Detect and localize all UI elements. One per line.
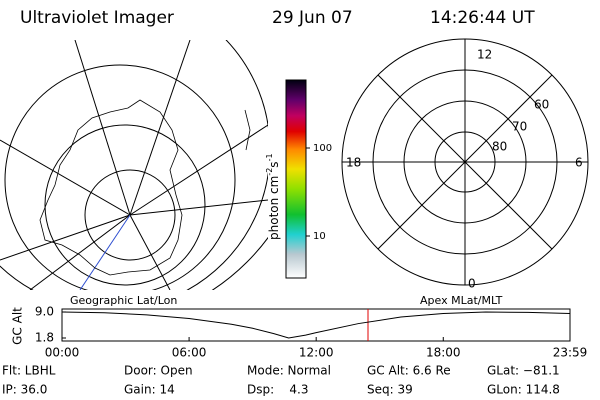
colorbar-tick-label: 10 [313,231,326,242]
y-axis-label: GC Alt [11,307,25,345]
time: 14:26:44 UT [430,8,535,28]
unit: -1 [265,153,274,161]
polar-grid [341,38,589,286]
y-tick-label: 9.0 [35,305,54,319]
mlt-label: 18 [346,156,361,170]
panel-title: Geographic Lat/Lon [70,294,177,307]
info-field: Flt: LBHL [2,364,56,378]
mlt-label: 0 [468,277,476,291]
altitude-line [61,311,571,339]
info-field: Seq: 39 [367,383,413,397]
mlat-label: 70 [512,120,527,134]
info-field: IP: 36.0 [2,383,47,397]
x-tick-label: 00:00 [45,346,80,360]
info-field: GLon: 114.8 [487,383,560,397]
colorbar-tick-label: 100 [313,143,332,154]
x-tick-label: 06:00 [172,346,207,360]
info-field: GLat: −81.1 [487,364,560,378]
x-tick-label: 23:59 [553,346,588,360]
mlt-label: 12 [477,48,492,62]
mlat-label: 60 [534,98,549,112]
info-field: Dsp: 4.3 [247,383,309,397]
date: 29 Jun 07 [272,8,353,28]
unit: -2 [265,168,274,176]
unit: s [267,161,281,167]
plot-frame [61,308,571,342]
info-field: Mode: Normal [247,364,331,378]
info-field: GC Alt: 6.6 Re [367,364,451,378]
x-tick-label: 12:00 [299,346,334,360]
colorbar [285,79,307,279]
info-field: Gain: 14 [124,383,175,397]
mlat-label: 80 [492,140,507,154]
colorbar-label: photon cm-2s-1 [265,153,281,240]
unit: photon cm [267,176,281,240]
x-tick-label: 18:00 [426,346,461,360]
mlt-label: 6 [575,156,583,170]
y-tick-label: 1.8 [35,331,54,345]
title: Ultraviolet Imager [20,8,174,28]
panel-title: Apex MLat/MLT [420,294,503,307]
geo-map [0,40,268,290]
info-field: Door: Open [124,364,193,378]
